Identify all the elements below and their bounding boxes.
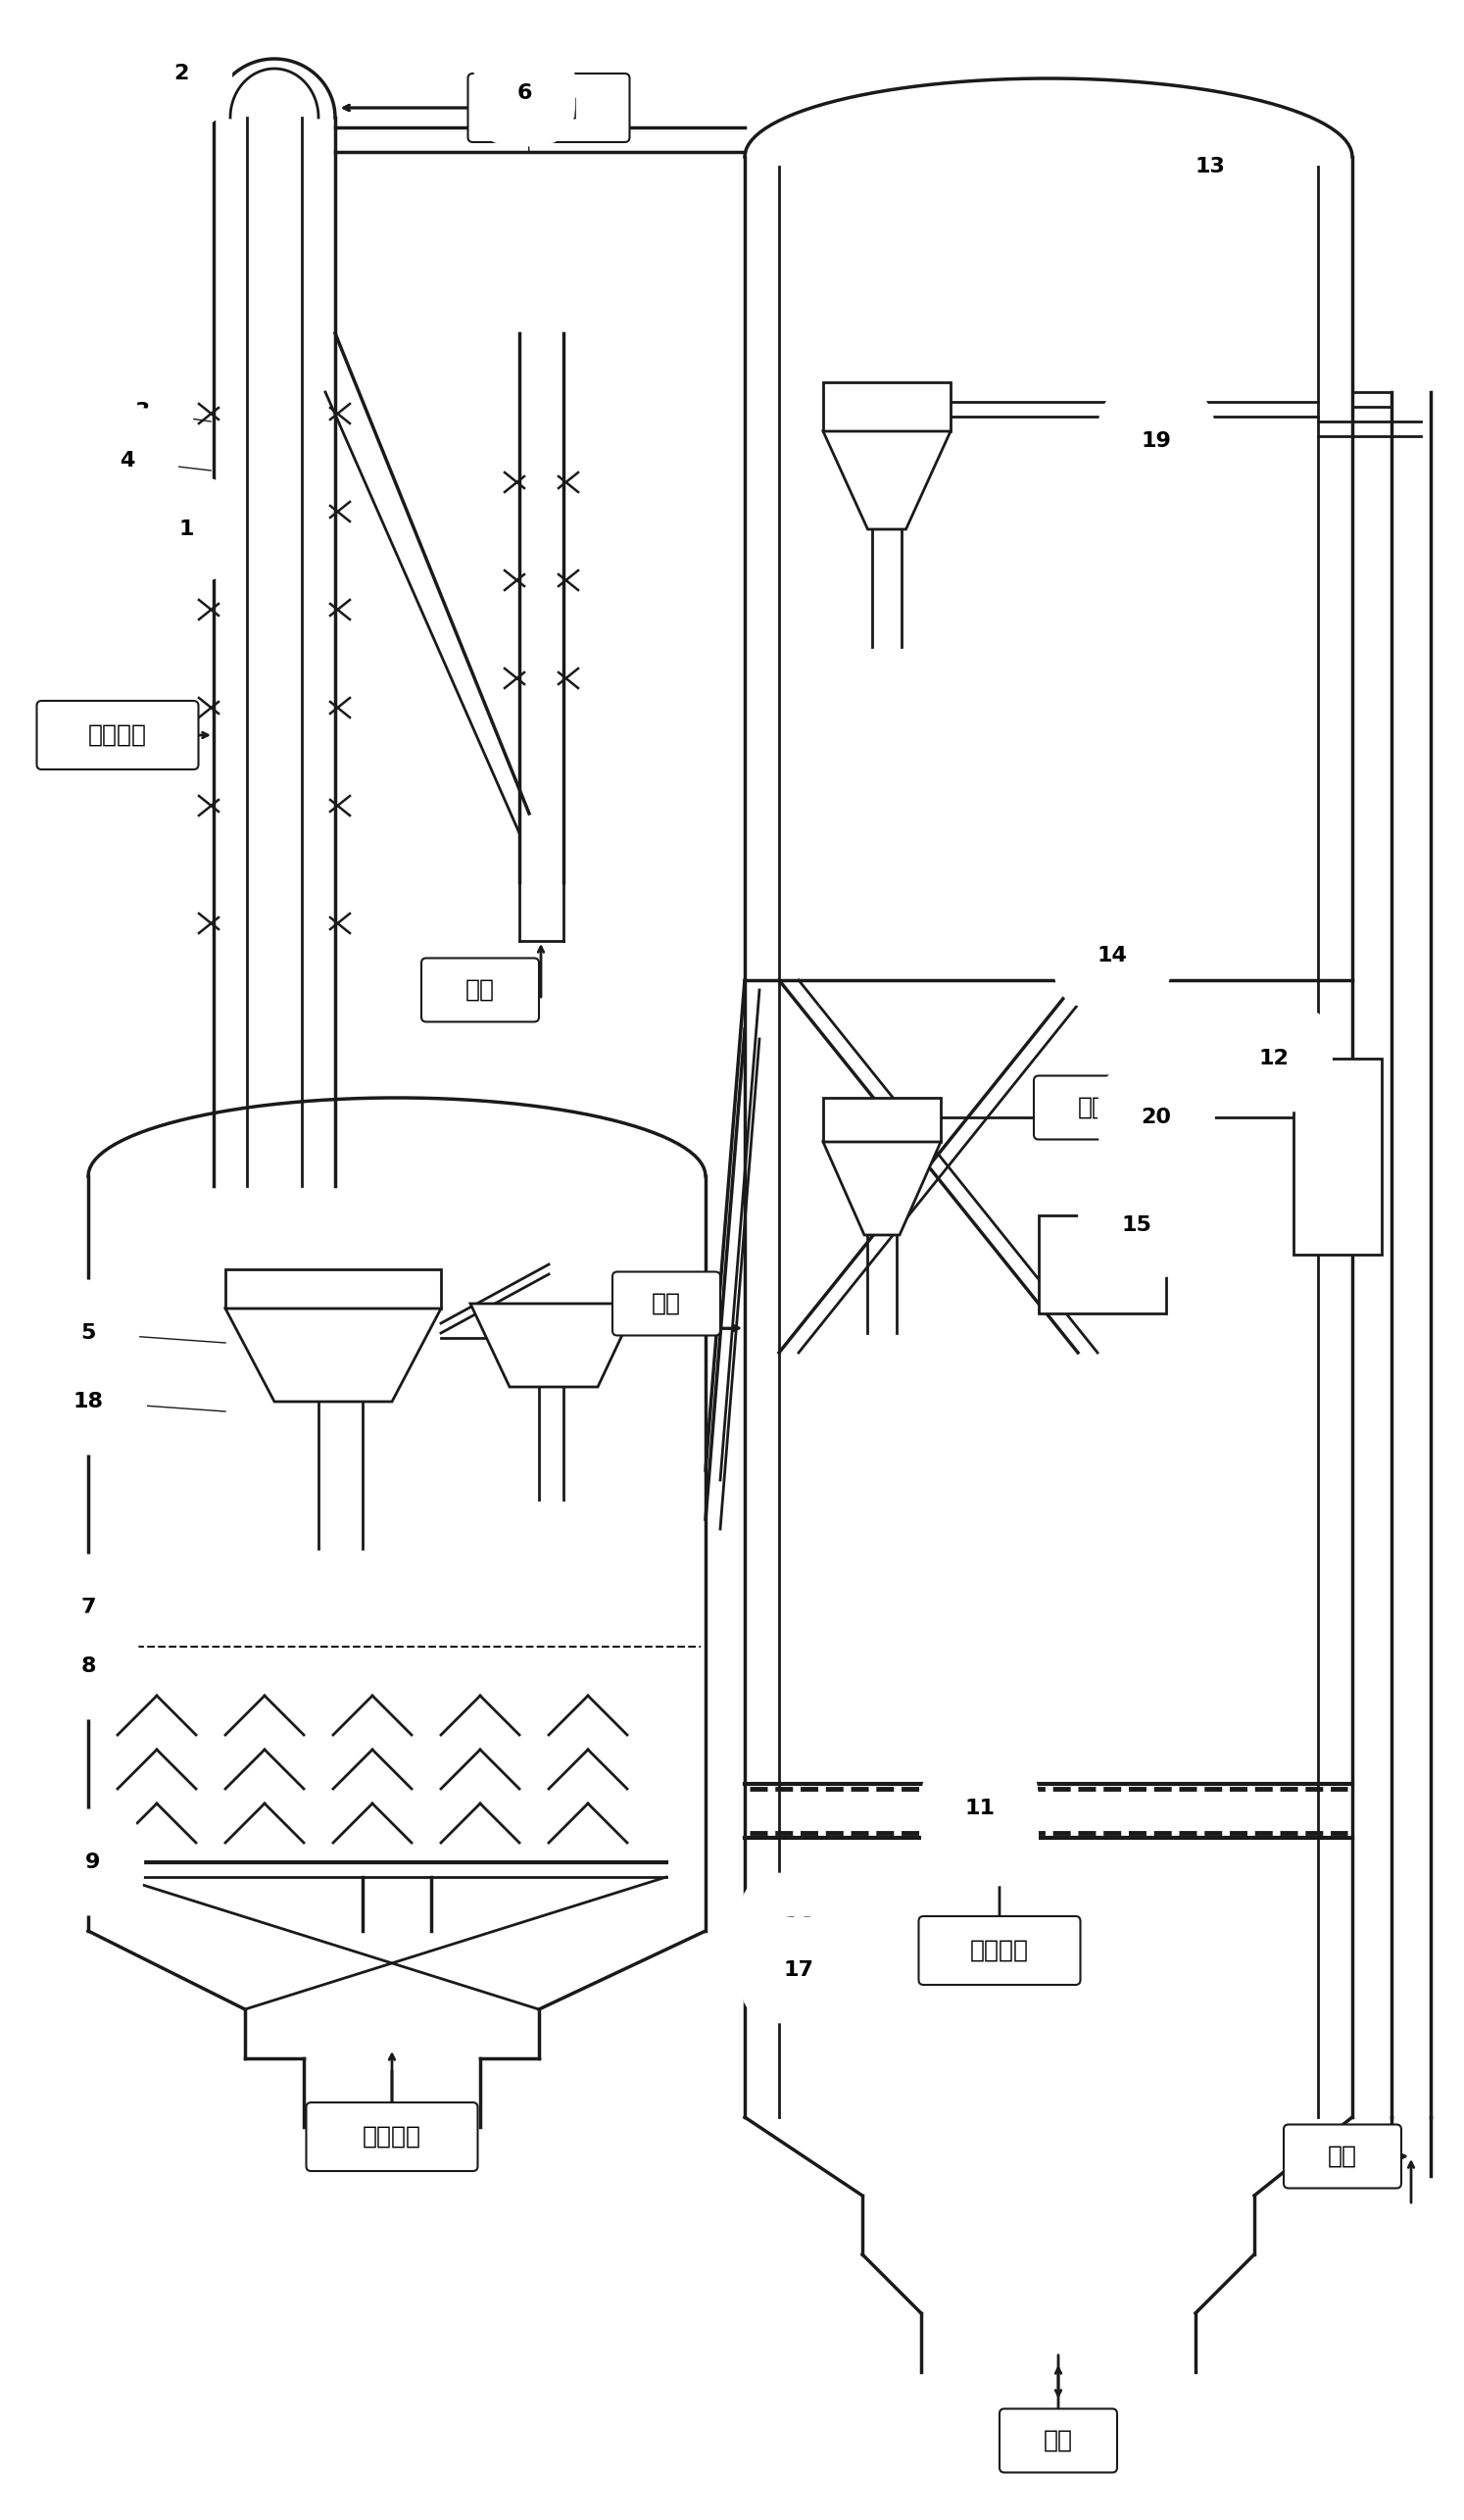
Text: 8: 8 [81, 1656, 95, 1676]
Text: 13: 13 [1195, 156, 1225, 176]
Text: 5: 5 [81, 1323, 95, 1343]
Text: 9: 9 [85, 1852, 101, 1872]
FancyBboxPatch shape [306, 2102, 477, 2172]
Text: 18: 18 [73, 1391, 104, 1411]
FancyBboxPatch shape [422, 958, 539, 1021]
FancyBboxPatch shape [612, 1273, 720, 1336]
FancyBboxPatch shape [919, 1915, 1080, 1986]
FancyBboxPatch shape [1034, 1076, 1151, 1139]
Bar [1294, 1058, 1382, 1255]
Text: 烟气: 烟气 [1078, 1096, 1107, 1119]
Text: 16: 16 [783, 1915, 814, 1935]
Text: 产物: 产物 [651, 1293, 681, 1315]
Bar [823, 383, 950, 431]
Text: 3: 3 [135, 401, 149, 421]
Text: 7: 7 [81, 1598, 95, 1618]
FancyBboxPatch shape [1000, 2409, 1117, 2472]
Text: 蒸气: 蒸气 [466, 978, 495, 1003]
Text: 原料油气: 原料油气 [520, 96, 578, 118]
Text: 17: 17 [783, 1961, 814, 1981]
Text: 二再烟气: 二再烟气 [971, 1938, 1029, 1963]
Text: 20: 20 [1140, 1109, 1171, 1126]
Text: 汽提蒸汽: 汽提蒸汽 [363, 2124, 422, 2150]
FancyBboxPatch shape [1284, 2124, 1401, 2187]
Polygon shape [470, 1303, 637, 1386]
Text: 2: 2 [174, 63, 189, 83]
Polygon shape [225, 1308, 441, 1401]
Text: 15: 15 [1121, 1215, 1152, 1235]
Text: 4: 4 [120, 451, 135, 471]
Bar [1039, 1215, 1167, 1313]
Bar [823, 1099, 941, 1142]
Text: 14: 14 [1097, 945, 1127, 965]
Text: 10: 10 [965, 1822, 996, 1842]
Text: 空气: 空气 [1044, 2429, 1073, 2452]
Polygon shape [823, 1142, 941, 1235]
FancyBboxPatch shape [37, 701, 199, 769]
Text: 12: 12 [1259, 1048, 1288, 1068]
FancyBboxPatch shape [468, 73, 630, 141]
Text: 空气: 空气 [1328, 2145, 1357, 2167]
Bar [225, 1270, 441, 1308]
Text: 11: 11 [965, 1799, 996, 1819]
Text: 原料油气: 原料油气 [88, 723, 146, 746]
Text: 19: 19 [1140, 431, 1171, 451]
Text: 6: 6 [517, 83, 531, 103]
Text: 1: 1 [179, 519, 193, 539]
Polygon shape [823, 431, 950, 529]
